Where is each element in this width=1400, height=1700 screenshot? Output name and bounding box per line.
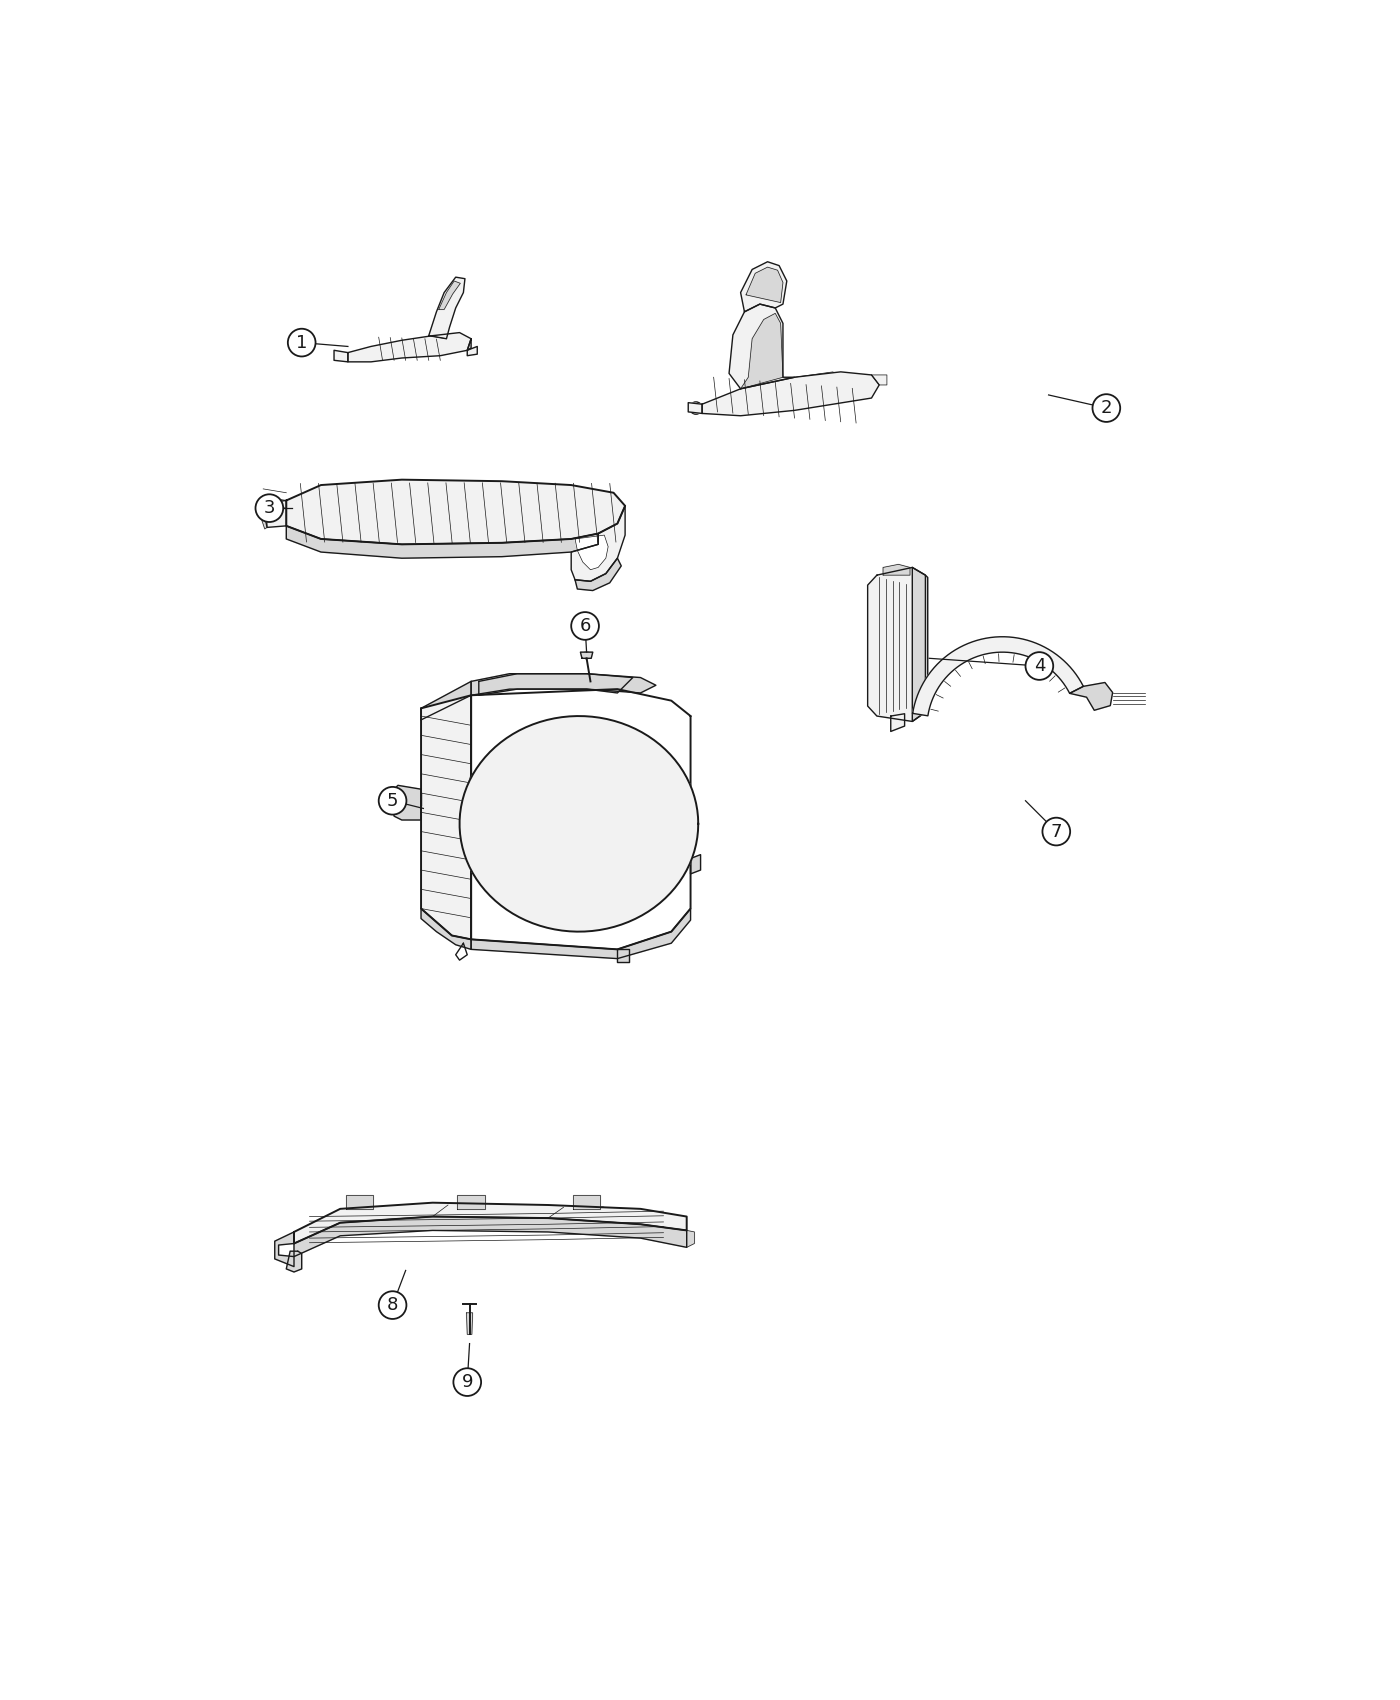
- Polygon shape: [346, 1195, 374, 1209]
- Polygon shape: [470, 673, 657, 695]
- Text: 6: 6: [580, 617, 591, 636]
- Polygon shape: [913, 568, 928, 721]
- Polygon shape: [294, 1202, 687, 1243]
- Polygon shape: [741, 313, 783, 389]
- Polygon shape: [428, 277, 465, 338]
- Polygon shape: [746, 267, 783, 303]
- Polygon shape: [391, 785, 421, 819]
- Circle shape: [378, 787, 406, 814]
- Circle shape: [1043, 818, 1070, 845]
- Polygon shape: [466, 1312, 473, 1334]
- Text: 9: 9: [462, 1374, 473, 1391]
- Polygon shape: [575, 558, 622, 590]
- Polygon shape: [575, 536, 608, 570]
- Polygon shape: [287, 1251, 302, 1272]
- Polygon shape: [335, 350, 347, 362]
- Text: 2: 2: [1100, 400, 1112, 416]
- Polygon shape: [560, 828, 617, 870]
- Polygon shape: [421, 908, 470, 949]
- Polygon shape: [468, 347, 477, 355]
- Polygon shape: [470, 688, 690, 949]
- Polygon shape: [581, 653, 592, 658]
- Polygon shape: [459, 716, 699, 932]
- Circle shape: [288, 328, 315, 357]
- Text: 3: 3: [263, 500, 276, 517]
- Circle shape: [378, 1292, 406, 1319]
- Circle shape: [571, 612, 599, 639]
- Polygon shape: [687, 1231, 694, 1248]
- Polygon shape: [883, 564, 910, 575]
- Polygon shape: [868, 568, 925, 721]
- Polygon shape: [470, 908, 690, 959]
- Polygon shape: [294, 1217, 687, 1256]
- Polygon shape: [890, 714, 904, 731]
- Circle shape: [1025, 653, 1053, 680]
- Polygon shape: [347, 333, 470, 362]
- Polygon shape: [729, 304, 795, 389]
- Polygon shape: [262, 503, 267, 529]
- Polygon shape: [617, 949, 629, 962]
- Polygon shape: [479, 673, 633, 695]
- Text: 8: 8: [386, 1295, 398, 1314]
- Polygon shape: [689, 403, 703, 413]
- Circle shape: [454, 1368, 482, 1396]
- Circle shape: [1092, 394, 1120, 422]
- Polygon shape: [690, 855, 700, 874]
- Polygon shape: [871, 376, 888, 384]
- Polygon shape: [913, 638, 1084, 716]
- Polygon shape: [287, 479, 624, 544]
- Text: 4: 4: [1033, 656, 1046, 675]
- Polygon shape: [421, 682, 470, 719]
- Polygon shape: [468, 338, 470, 350]
- Polygon shape: [287, 525, 598, 558]
- Polygon shape: [265, 500, 287, 527]
- Circle shape: [690, 401, 703, 415]
- Polygon shape: [571, 507, 624, 581]
- Polygon shape: [703, 372, 879, 416]
- Polygon shape: [468, 770, 517, 797]
- Polygon shape: [1070, 682, 1113, 711]
- Polygon shape: [741, 262, 787, 311]
- Circle shape: [367, 1207, 375, 1214]
- Polygon shape: [438, 280, 461, 309]
- Circle shape: [255, 495, 283, 522]
- Circle shape: [598, 1207, 606, 1214]
- Polygon shape: [274, 1232, 294, 1266]
- Circle shape: [505, 1207, 514, 1214]
- Polygon shape: [458, 1195, 484, 1209]
- Polygon shape: [421, 695, 470, 940]
- Text: 7: 7: [1050, 823, 1063, 840]
- Text: 5: 5: [386, 792, 399, 809]
- Text: 1: 1: [295, 333, 308, 352]
- Polygon shape: [573, 1195, 601, 1209]
